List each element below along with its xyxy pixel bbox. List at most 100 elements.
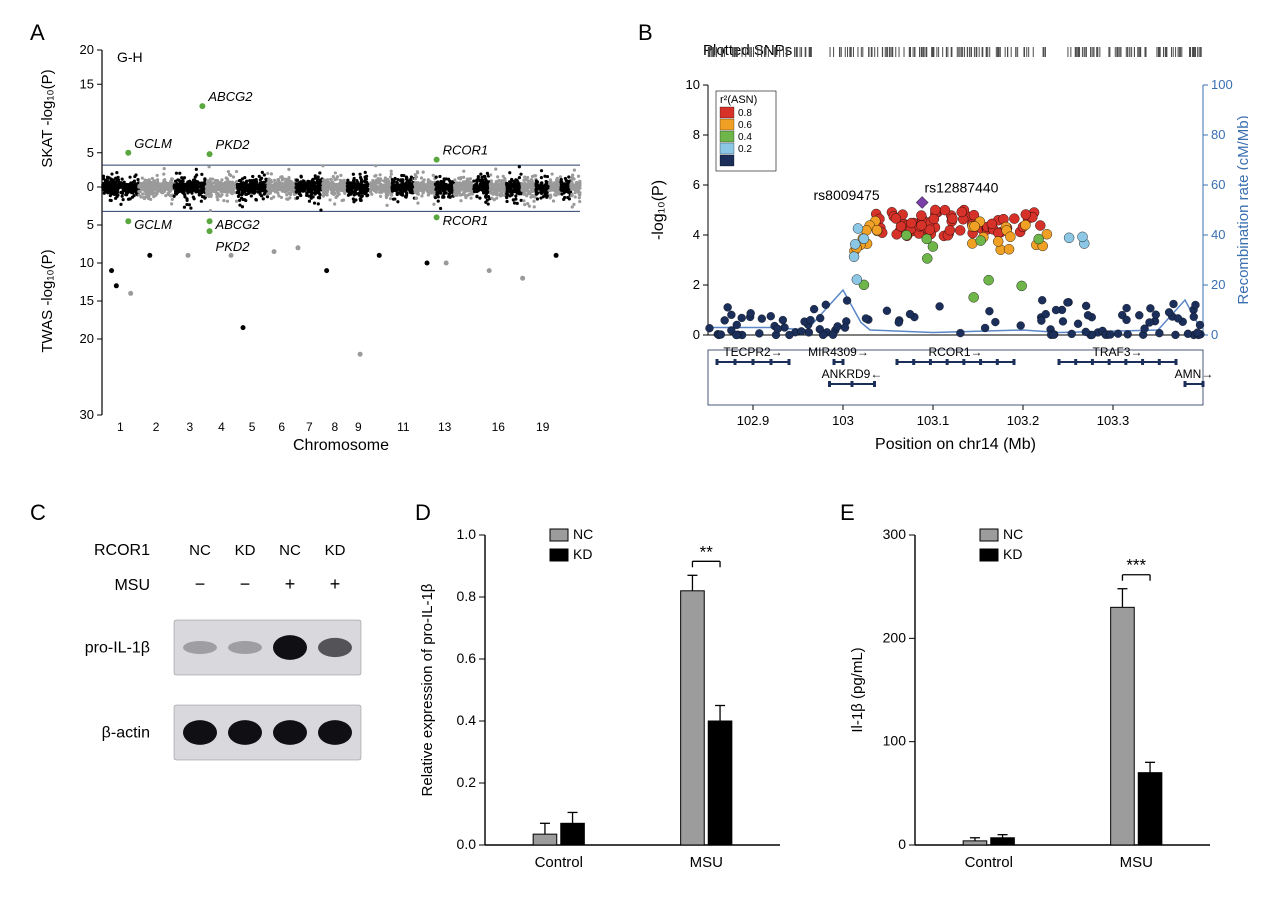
svg-text:1.0: 1.0 (457, 526, 477, 542)
svg-text:8: 8 (693, 127, 700, 142)
svg-text:103.1: 103.1 (917, 413, 950, 428)
svg-text:KD: KD (573, 546, 592, 562)
svg-text:9: 9 (355, 420, 362, 434)
svg-text:300: 300 (883, 526, 907, 542)
svg-text:0.2: 0.2 (457, 774, 477, 790)
svg-text:80: 80 (1211, 127, 1225, 142)
svg-text:1: 1 (117, 420, 124, 434)
svg-text:2: 2 (693, 277, 700, 292)
svg-text:19: 19 (536, 420, 550, 434)
svg-text:5: 5 (87, 217, 94, 232)
svg-text:13: 13 (438, 420, 452, 434)
svg-text:16: 16 (492, 420, 506, 434)
panel-b-chart: Plotted SNPs0246810020406080100-log₁₀(P)… (638, 25, 1248, 465)
svg-text:4: 4 (218, 420, 225, 434)
svg-text:TWAS -log₁₀(P): TWAS -log₁₀(P) (39, 249, 56, 352)
svg-text:AMN→: AMN→ (1175, 367, 1214, 381)
svg-text:Chromosome: Chromosome (293, 437, 389, 454)
svg-text:0: 0 (898, 836, 906, 852)
svg-text:RCOR1: RCOR1 (94, 542, 150, 559)
svg-text:0.0: 0.0 (457, 836, 477, 852)
svg-text:RCOR1: RCOR1 (443, 143, 489, 158)
svg-text:***: *** (1126, 556, 1146, 575)
svg-text:pro-IL-1β: pro-IL-1β (85, 640, 150, 657)
svg-text:KD: KD (1003, 546, 1022, 562)
svg-text:20: 20 (1211, 277, 1225, 292)
svg-text:Relative expression of pro-IL-: Relative expression of pro-IL-1β (419, 583, 436, 796)
svg-text:+: + (285, 574, 296, 594)
svg-text:0: 0 (87, 179, 94, 194)
svg-text:4: 4 (693, 227, 700, 242)
svg-text:100: 100 (1211, 77, 1233, 92)
svg-text:0.4: 0.4 (738, 132, 752, 143)
svg-text:GCLM: GCLM (134, 217, 172, 232)
svg-text:−: − (240, 574, 251, 594)
svg-text:6: 6 (693, 177, 700, 192)
svg-text:15: 15 (80, 76, 94, 91)
svg-text:SKAT -log₁₀(P): SKAT -log₁₀(P) (39, 69, 56, 167)
svg-text:NC: NC (573, 526, 593, 542)
svg-text:20: 20 (80, 331, 94, 346)
svg-text:Recombination rate (cM/Mb): Recombination rate (cM/Mb) (1235, 115, 1248, 304)
svg-text:8: 8 (332, 420, 339, 434)
svg-text:G-H: G-H (117, 49, 143, 65)
panel-e-chart: 0100200300Il-1β (pg/mL)ControlMSU***NCKD (840, 515, 1240, 905)
svg-text:30: 30 (80, 407, 94, 422)
svg-text:20: 20 (80, 42, 94, 57)
svg-text:MIR4309→: MIR4309→ (808, 345, 869, 359)
svg-text:0.4: 0.4 (457, 712, 477, 728)
svg-text:MSU: MSU (1120, 854, 1153, 871)
svg-text:KD: KD (235, 542, 256, 559)
svg-text:103.2: 103.2 (1007, 413, 1040, 428)
svg-text:Position on chr14 (Mb): Position on chr14 (Mb) (875, 436, 1036, 453)
svg-text:0: 0 (693, 327, 700, 342)
svg-text:ABCG2: ABCG2 (215, 217, 261, 232)
svg-text:TECPR2→: TECPR2→ (723, 345, 782, 359)
svg-text:MSU: MSU (690, 854, 723, 871)
svg-text:NC: NC (1003, 526, 1023, 542)
svg-text:rs8009475: rs8009475 (814, 187, 880, 203)
panel-d-chart: 0.0 0.2 0.4 0.6 0.8 1.0 Relative expression of… (410, 515, 805, 905)
svg-text:40: 40 (1211, 227, 1225, 242)
svg-text:7: 7 (306, 420, 313, 434)
figure-root: A B C D E 051520510152030SKAT -log₁₀(P)T… (20, 20, 1248, 900)
svg-text:102.9: 102.9 (737, 413, 770, 428)
svg-text:103.3: 103.3 (1097, 413, 1130, 428)
svg-text:200: 200 (883, 629, 907, 645)
svg-text:NC: NC (279, 542, 301, 559)
svg-text:PKD2: PKD2 (216, 137, 251, 152)
svg-text:10: 10 (686, 77, 700, 92)
svg-text:NC: NC (189, 542, 211, 559)
svg-text:2: 2 (153, 420, 160, 434)
svg-text:0: 0 (1211, 327, 1218, 342)
svg-text:RCOR1: RCOR1 (443, 213, 489, 228)
svg-text:0.2: 0.2 (738, 144, 752, 155)
svg-text:RCOR1→: RCOR1→ (928, 345, 982, 359)
svg-text:0.6: 0.6 (457, 650, 477, 666)
svg-text:r²(ASN): r²(ASN) (720, 94, 757, 106)
svg-text:**: ** (700, 542, 714, 561)
svg-text:GCLM: GCLM (134, 136, 172, 151)
svg-text:0.6: 0.6 (738, 120, 752, 131)
svg-text:+: + (330, 574, 341, 594)
svg-text:MSU: MSU (114, 577, 150, 594)
svg-text:PKD2: PKD2 (216, 239, 251, 254)
panel-a-chart: 051520510152030SKAT -log₁₀(P)TWAS -log₁₀… (30, 25, 590, 455)
svg-text:103: 103 (832, 413, 854, 428)
svg-text:KD: KD (325, 542, 346, 559)
svg-text:60: 60 (1211, 177, 1225, 192)
svg-text:5: 5 (87, 145, 94, 160)
svg-text:100: 100 (883, 733, 907, 749)
svg-text:Control: Control (965, 854, 1013, 871)
svg-text:ABCG2: ABCG2 (207, 89, 253, 104)
panel-c-blot: RCOR1NCKDNCKDMSU−−++pro-IL-1ββ-actin (30, 520, 370, 900)
svg-text:-log₁₀(P): -log₁₀(P) (650, 180, 667, 240)
svg-text:0.8: 0.8 (457, 588, 477, 604)
svg-text:6: 6 (278, 420, 285, 434)
svg-text:TRAF3→: TRAF3→ (1092, 345, 1142, 359)
svg-text:11: 11 (397, 420, 410, 434)
svg-text:Control: Control (535, 854, 583, 871)
svg-text:5: 5 (249, 420, 256, 434)
svg-text:10: 10 (80, 255, 94, 270)
svg-text:ANKRD9←: ANKRD9← (822, 367, 883, 381)
